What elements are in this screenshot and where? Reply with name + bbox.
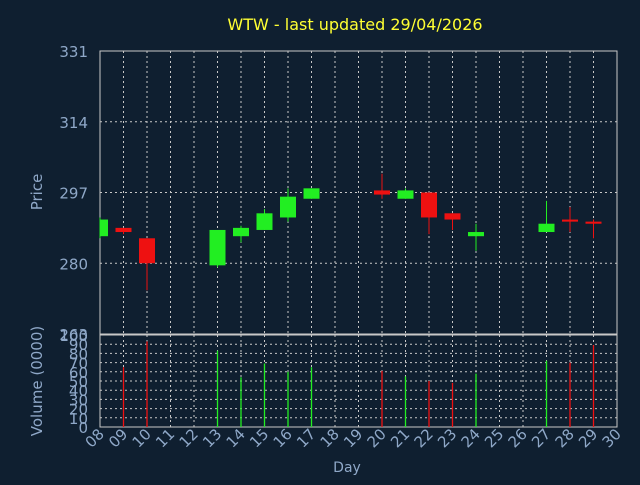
x-tick-label: 30 (599, 425, 625, 451)
x-tick-label: 16 (270, 425, 296, 451)
price-tick-label: 263 (59, 326, 88, 344)
x-tick-label: 14 (223, 425, 249, 451)
candle (468, 223, 484, 251)
candle-body (421, 192, 437, 218)
price-tick-label: 297 (59, 185, 88, 203)
chart-title: WTW - last updated 29/04/2026 (227, 15, 482, 34)
candle (280, 188, 296, 222)
price-frame (99, 50, 618, 335)
price-tick-label: 314 (59, 114, 88, 132)
x-axis-label: Day (333, 460, 361, 476)
candle-body (303, 188, 320, 199)
candle-body (585, 221, 602, 224)
candle-body (397, 190, 414, 199)
candle (421, 192, 437, 235)
candle (115, 227, 132, 235)
volume-frame (99, 334, 618, 428)
volume-tick-label: 80 (69, 345, 88, 363)
volume-tick-label: 20 (69, 401, 88, 419)
candle-body (233, 227, 249, 237)
candle-body (374, 190, 390, 195)
volume-tick-label: 10 (69, 410, 88, 428)
x-tick-label: 26 (505, 425, 531, 451)
volume-tick-label: 70 (69, 355, 88, 373)
candle (562, 207, 578, 233)
x-tick-label: 17 (293, 425, 319, 451)
candle-body (209, 229, 226, 266)
candle-body (115, 227, 132, 233)
candle (538, 200, 555, 233)
candle (209, 229, 226, 268)
candle (256, 209, 273, 230)
volume-panel: 0102030405060708090100080910111213141516… (59, 327, 624, 451)
candle-body (444, 213, 461, 220)
candle-body (468, 232, 484, 237)
x-tick-label: 29 (575, 425, 601, 451)
x-tick-label: 11 (152, 425, 178, 451)
x-tick-label: 25 (481, 425, 507, 451)
candle-body (139, 238, 155, 264)
x-tick-label: 19 (340, 425, 366, 451)
candle (139, 238, 155, 291)
x-tick-label: 21 (387, 425, 413, 451)
candle-body (100, 219, 108, 237)
volume-tick-label: 100 (59, 327, 88, 345)
x-tick-label: 10 (129, 425, 155, 451)
price-panel: 331 314 297 280 263 (59, 43, 618, 344)
candle (397, 188, 414, 199)
candle (585, 219, 602, 239)
candle-body (562, 219, 578, 222)
volume-tick-label: 90 (69, 336, 88, 354)
candle-body (538, 223, 555, 233)
price-axis-label: Price (28, 174, 46, 211)
volume-tick-label: 0 (78, 419, 88, 437)
candle (444, 213, 461, 230)
x-tick-label: 28 (552, 425, 578, 451)
candle (374, 173, 390, 199)
price-tick-label: 280 (59, 255, 88, 273)
volume-tick-label: 60 (69, 364, 88, 382)
price-tick-label: 331 (59, 43, 88, 61)
x-tick-label: 18 (317, 425, 343, 451)
volume-tick-label: 40 (69, 382, 88, 400)
x-tick-label: 15 (246, 425, 272, 451)
volume-tick-label: 50 (69, 373, 88, 391)
x-tick-label: 23 (434, 425, 460, 451)
x-tick-label: 27 (528, 425, 554, 451)
x-tick-label: 22 (411, 425, 437, 451)
candle-body (280, 196, 296, 218)
x-tick-label: 09 (105, 425, 131, 451)
volume-axis-label: Volume (0000) (28, 326, 46, 436)
candle (233, 225, 249, 243)
x-tick-label: 20 (364, 425, 390, 451)
candle-body (256, 213, 273, 230)
x-tick-label: 12 (176, 425, 202, 451)
volume-tick-label: 30 (69, 391, 88, 409)
x-tick-label: 13 (199, 425, 225, 451)
candle (99, 217, 108, 239)
candle (303, 188, 320, 199)
x-tick-label: 24 (458, 425, 484, 451)
